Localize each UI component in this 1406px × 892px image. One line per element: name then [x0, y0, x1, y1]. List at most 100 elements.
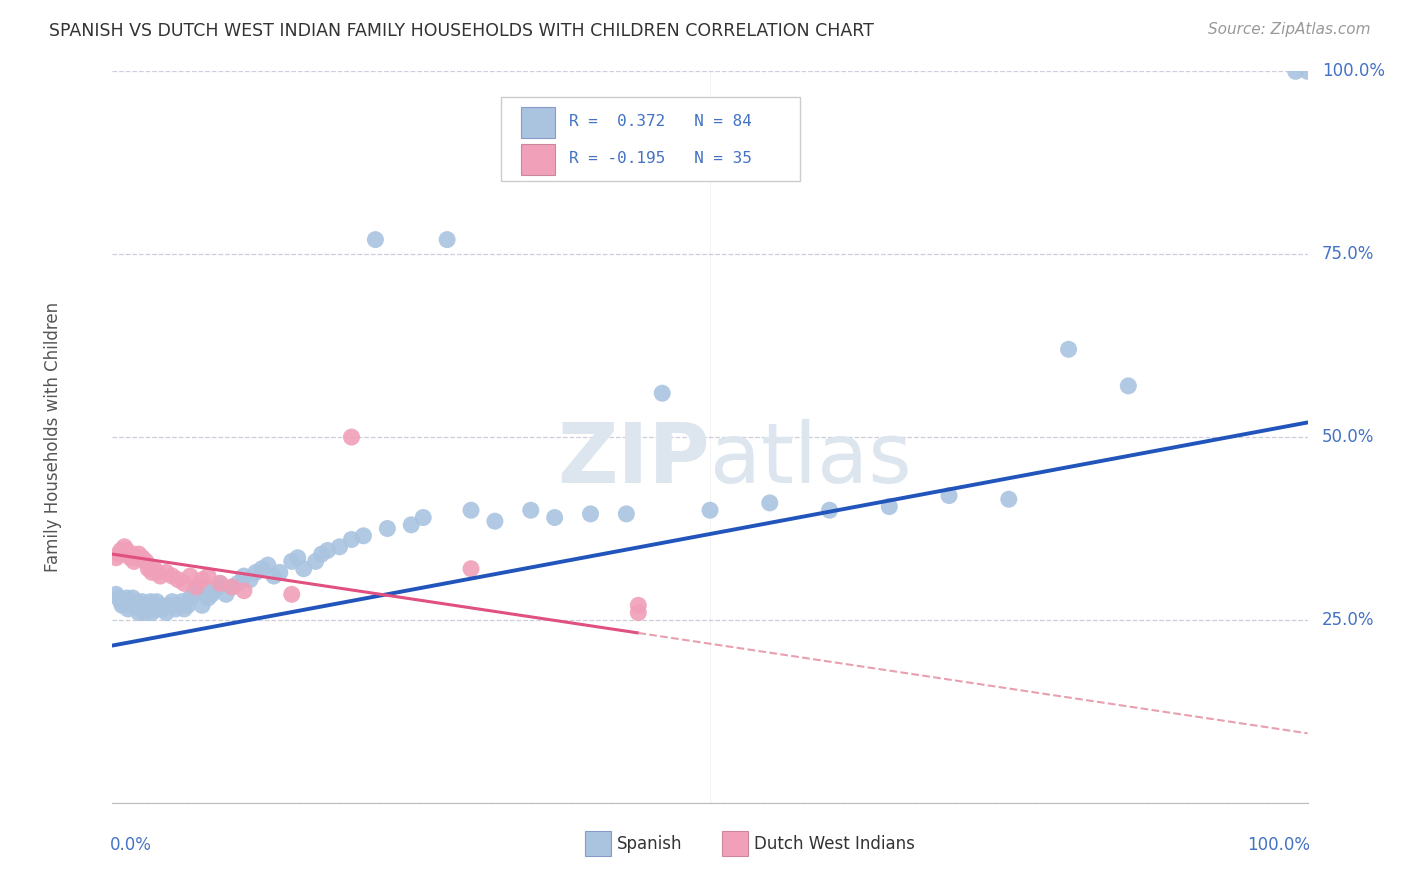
Text: 0.0%: 0.0% — [110, 836, 152, 854]
Point — [143, 602, 166, 616]
Point — [105, 587, 128, 601]
Text: 25.0%: 25.0% — [1322, 611, 1375, 629]
Point — [125, 594, 148, 608]
Point — [138, 599, 160, 613]
Point — [543, 510, 565, 524]
Point — [114, 594, 135, 608]
Point — [412, 510, 434, 524]
Point — [183, 587, 205, 601]
Point — [651, 386, 673, 401]
Point — [128, 606, 150, 620]
Text: Source: ZipAtlas.com: Source: ZipAtlas.com — [1208, 22, 1371, 37]
Point — [167, 573, 190, 587]
Point — [129, 602, 152, 616]
Point — [305, 554, 328, 568]
Point — [143, 562, 166, 576]
Text: ZIP: ZIP — [558, 418, 710, 500]
Point — [938, 489, 960, 503]
FancyBboxPatch shape — [585, 830, 610, 856]
Point — [759, 496, 782, 510]
Point — [484, 514, 506, 528]
Point — [117, 602, 139, 616]
Point — [105, 550, 128, 565]
Point — [269, 566, 291, 580]
Point — [316, 543, 339, 558]
Point — [250, 562, 273, 576]
Point — [110, 594, 132, 608]
Point — [162, 594, 183, 608]
Text: Dutch West Indians: Dutch West Indians — [754, 835, 915, 853]
Point — [287, 550, 309, 565]
Point — [699, 503, 721, 517]
Point — [173, 602, 195, 616]
Point — [135, 602, 157, 616]
Point — [165, 602, 187, 616]
Text: 100.0%: 100.0% — [1247, 836, 1310, 854]
Point — [110, 543, 132, 558]
Point — [159, 599, 181, 613]
Point — [201, 587, 224, 601]
Point — [340, 430, 363, 444]
FancyBboxPatch shape — [501, 97, 800, 181]
Point — [292, 562, 315, 576]
Point — [401, 517, 423, 532]
Point — [188, 580, 211, 594]
Point — [135, 554, 157, 568]
Point — [120, 594, 142, 608]
Point — [191, 599, 214, 613]
Point — [520, 503, 543, 517]
Point — [155, 566, 177, 580]
Point — [141, 566, 163, 580]
Point — [221, 580, 243, 594]
Point — [145, 594, 167, 608]
Point — [121, 547, 143, 561]
Text: 50.0%: 50.0% — [1322, 428, 1374, 446]
Point — [131, 550, 153, 565]
Point — [221, 580, 243, 594]
Point — [146, 566, 169, 580]
FancyBboxPatch shape — [522, 144, 555, 175]
Point — [233, 583, 256, 598]
FancyBboxPatch shape — [522, 107, 555, 137]
Point — [627, 599, 650, 613]
Point — [627, 606, 650, 620]
Point — [115, 543, 138, 558]
Text: R = -0.195   N = 35: R = -0.195 N = 35 — [569, 151, 752, 166]
Point — [197, 591, 219, 605]
Point — [131, 594, 153, 608]
Point — [879, 500, 901, 514]
FancyBboxPatch shape — [723, 830, 748, 856]
Point — [311, 547, 333, 561]
Point — [149, 569, 172, 583]
Point — [352, 529, 374, 543]
Point — [120, 550, 142, 565]
Text: 100.0%: 100.0% — [1322, 62, 1385, 80]
Point — [179, 591, 201, 605]
Point — [329, 540, 352, 554]
Point — [460, 562, 482, 576]
Point — [186, 580, 208, 594]
Point — [1296, 64, 1319, 78]
Point — [245, 566, 267, 580]
Point — [122, 599, 145, 613]
Point — [616, 507, 638, 521]
Point — [107, 547, 129, 561]
Point — [377, 521, 399, 535]
Point — [170, 594, 193, 608]
Text: Family Households with Children: Family Households with Children — [44, 302, 62, 572]
Point — [173, 576, 195, 591]
Point — [281, 554, 304, 568]
Point — [111, 599, 134, 613]
Point — [149, 599, 172, 613]
Text: atlas: atlas — [710, 418, 911, 500]
Point — [167, 599, 190, 613]
Point — [118, 599, 141, 613]
Point — [202, 583, 225, 598]
Text: 75.0%: 75.0% — [1322, 245, 1374, 263]
Text: SPANISH VS DUTCH WEST INDIAN FAMILY HOUSEHOLDS WITH CHILDREN CORRELATION CHART: SPANISH VS DUTCH WEST INDIAN FAMILY HOUS… — [49, 22, 875, 40]
Point — [263, 569, 285, 583]
Point — [281, 587, 304, 601]
Point — [138, 562, 160, 576]
Point — [128, 547, 150, 561]
Point — [191, 573, 214, 587]
